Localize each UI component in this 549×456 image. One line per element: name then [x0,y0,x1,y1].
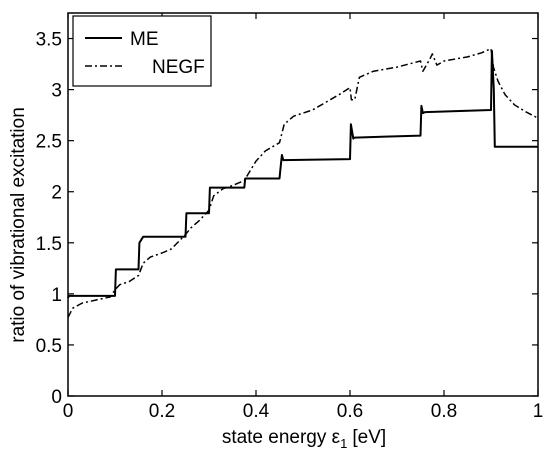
x-tick-label-0: 0 [63,401,74,422]
y-tick-label-5: 2.5 [36,132,62,153]
x-axis-label: state energy ε1 [eV] [222,427,386,451]
legend: ME NEGF [72,15,212,87]
series-layer [67,47,539,318]
series-line-negf [67,47,539,318]
y-tick-label-2: 1 [51,285,62,306]
plot-frame [67,12,539,397]
y-tick-label-6: 3 [51,81,62,102]
x-axis-label-unit: [eV] [352,427,386,448]
x-tick-label-1: 0.2 [149,401,175,422]
legend-label-me: ME [130,29,159,50]
legend-label-negf: NEGF [152,57,205,78]
y-tick-label-0: 0 [51,387,62,408]
x-tick-label-2: 0.4 [243,401,270,422]
y-tick-label-1: 0.5 [36,336,62,357]
y-tick-label-4: 2 [51,183,62,204]
legend-box [72,15,212,87]
y-axis-label: ratio of vibrational excitation [8,107,29,343]
y-tick-label-3: 1.5 [36,234,62,255]
series-line-me [67,49,538,299]
y-tick-label-7: 3.5 [36,30,62,51]
x-tick-label-5: 1 [533,401,544,422]
ticks-layer: 0 0.2 0.4 0.6 0.8 1 0 0.5 1 1.5 2 2.5 3 3.5 [36,13,544,422]
x-tick-label-3: 0.6 [337,401,363,422]
x-axis-label-subscript: 1 [340,436,347,451]
x-axis-label-main: state energy ε [222,427,341,448]
x-tick-label-4: 0.8 [431,401,457,422]
